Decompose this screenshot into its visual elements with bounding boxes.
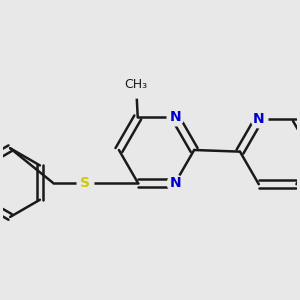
Text: N: N [253, 112, 265, 126]
Text: N: N [169, 176, 181, 190]
Text: S: S [80, 176, 90, 190]
Text: N: N [169, 110, 181, 124]
Text: CH₃: CH₃ [124, 78, 148, 91]
